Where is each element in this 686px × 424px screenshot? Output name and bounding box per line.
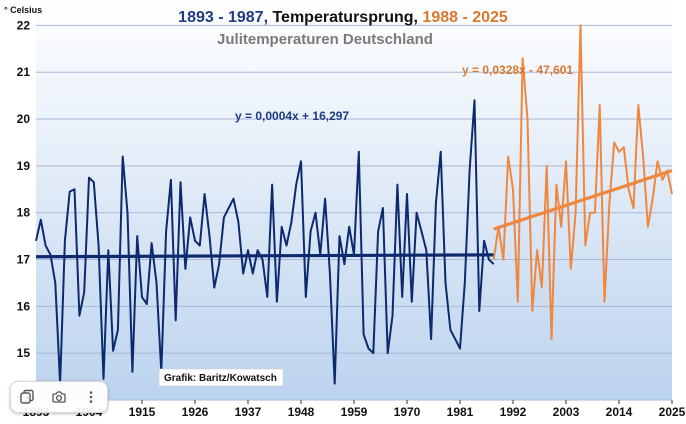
image-toolbar bbox=[10, 381, 108, 413]
title-period-2: 1988 - 2025 bbox=[422, 9, 508, 26]
x-tick-label: 2014 bbox=[606, 405, 633, 419]
chart-title: 1893 - 1987, Temperatursprung, 1988 - 20… bbox=[178, 9, 508, 26]
trend-equation-1: y = 0,0004x + 16,297 bbox=[235, 109, 349, 123]
series-line-1 bbox=[35, 99, 495, 385]
y-tick-label: 16 bbox=[17, 299, 31, 313]
y-axis-ticks: 141516171819202122 bbox=[17, 18, 31, 407]
y-tick-label: 17 bbox=[17, 253, 31, 267]
x-tick-label: 1970 bbox=[394, 405, 421, 419]
title-main: Temperatursprung, bbox=[272, 9, 422, 26]
x-tick-label: 1937 bbox=[235, 405, 262, 419]
y-tick-label: 22 bbox=[17, 18, 31, 32]
x-tick-label: 2025 bbox=[659, 405, 686, 419]
copy-icon bbox=[20, 389, 34, 404]
x-tick-label: 1915 bbox=[129, 405, 156, 419]
trend-line-2 bbox=[493, 169, 673, 231]
series-line-2 bbox=[492, 24, 673, 341]
copy-image-button[interactable] bbox=[15, 385, 39, 409]
plot-area bbox=[36, 2, 672, 400]
chart-subtitle: Julitemperaturen Deutschland bbox=[217, 31, 433, 48]
credit-box bbox=[158, 368, 284, 387]
x-tick-label: 1948 bbox=[288, 405, 315, 419]
x-axis-ticks: 1893190419151926193719481959197019811992… bbox=[23, 400, 686, 419]
y-tick-label: 20 bbox=[17, 112, 31, 126]
trend-equation-2: y = 0,0328x - 47,601 bbox=[462, 63, 573, 77]
x-tick-label: 1959 bbox=[341, 405, 368, 419]
more-options-button[interactable] bbox=[79, 385, 103, 409]
title-period-1: 1893 - 1987, bbox=[178, 9, 272, 26]
y-tick-label: 21 bbox=[17, 65, 31, 79]
camera-search-icon bbox=[52, 391, 66, 403]
y-tick-label: 15 bbox=[17, 346, 31, 360]
trend-line-1 bbox=[35, 253, 494, 259]
y-tick-label: 18 bbox=[17, 206, 31, 220]
y-tick-label: 19 bbox=[17, 159, 31, 173]
x-tick-label: 1981 bbox=[447, 405, 474, 419]
credit-label: Grafik: Baritz/Kowatsch bbox=[164, 373, 277, 384]
x-tick-label: 1992 bbox=[500, 405, 527, 419]
x-tick-label: 1926 bbox=[182, 405, 209, 419]
y-unit-label: ° Celsius bbox=[4, 5, 42, 15]
x-tick-label: 2003 bbox=[553, 405, 580, 419]
visual-search-button[interactable] bbox=[47, 385, 71, 409]
series-layer bbox=[35, 24, 673, 385]
more-vertical-icon bbox=[89, 391, 93, 403]
